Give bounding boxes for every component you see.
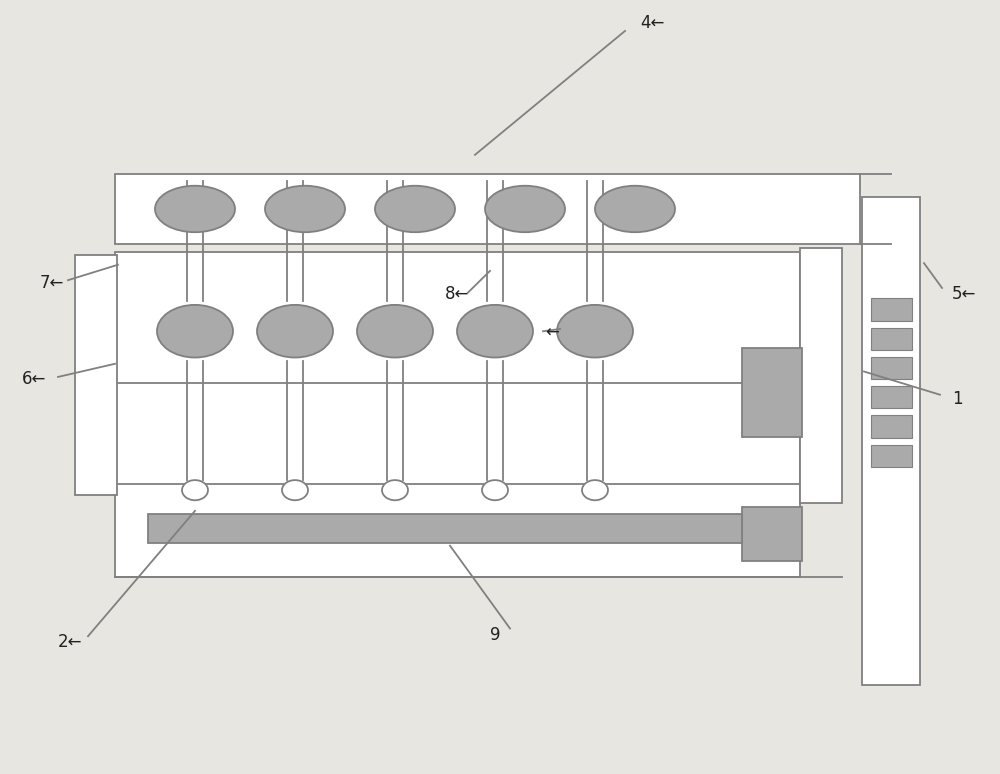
Ellipse shape <box>375 186 455 232</box>
Bar <box>800 248 842 503</box>
Bar <box>871 299 912 320</box>
Ellipse shape <box>595 186 675 232</box>
Ellipse shape <box>357 305 433 358</box>
Bar <box>871 386 912 409</box>
Text: 7←: 7← <box>40 273 64 292</box>
Text: 9: 9 <box>490 625 501 644</box>
Bar <box>862 197 920 685</box>
Text: 4←: 4← <box>640 14 664 33</box>
Ellipse shape <box>265 186 345 232</box>
Bar <box>148 514 742 543</box>
Bar <box>871 357 912 379</box>
Ellipse shape <box>282 480 308 500</box>
Bar <box>115 252 800 577</box>
Text: 2←: 2← <box>58 633 82 652</box>
Ellipse shape <box>482 480 508 500</box>
Ellipse shape <box>257 305 333 358</box>
Text: 8←: 8← <box>445 285 469 303</box>
Bar <box>742 348 802 437</box>
Ellipse shape <box>485 186 565 232</box>
Ellipse shape <box>382 480 408 500</box>
Text: 6←: 6← <box>22 370 46 389</box>
Ellipse shape <box>182 480 208 500</box>
Ellipse shape <box>582 480 608 500</box>
Bar <box>75 255 117 495</box>
Text: ←: ← <box>545 324 559 342</box>
Bar <box>871 327 912 350</box>
Bar <box>871 445 912 467</box>
Ellipse shape <box>157 305 233 358</box>
Text: 1: 1 <box>952 389 963 408</box>
Ellipse shape <box>155 186 235 232</box>
Bar <box>742 507 802 561</box>
Text: 5←: 5← <box>952 285 976 303</box>
Bar <box>115 174 860 244</box>
Bar <box>871 416 912 437</box>
Ellipse shape <box>457 305 533 358</box>
Ellipse shape <box>557 305 633 358</box>
